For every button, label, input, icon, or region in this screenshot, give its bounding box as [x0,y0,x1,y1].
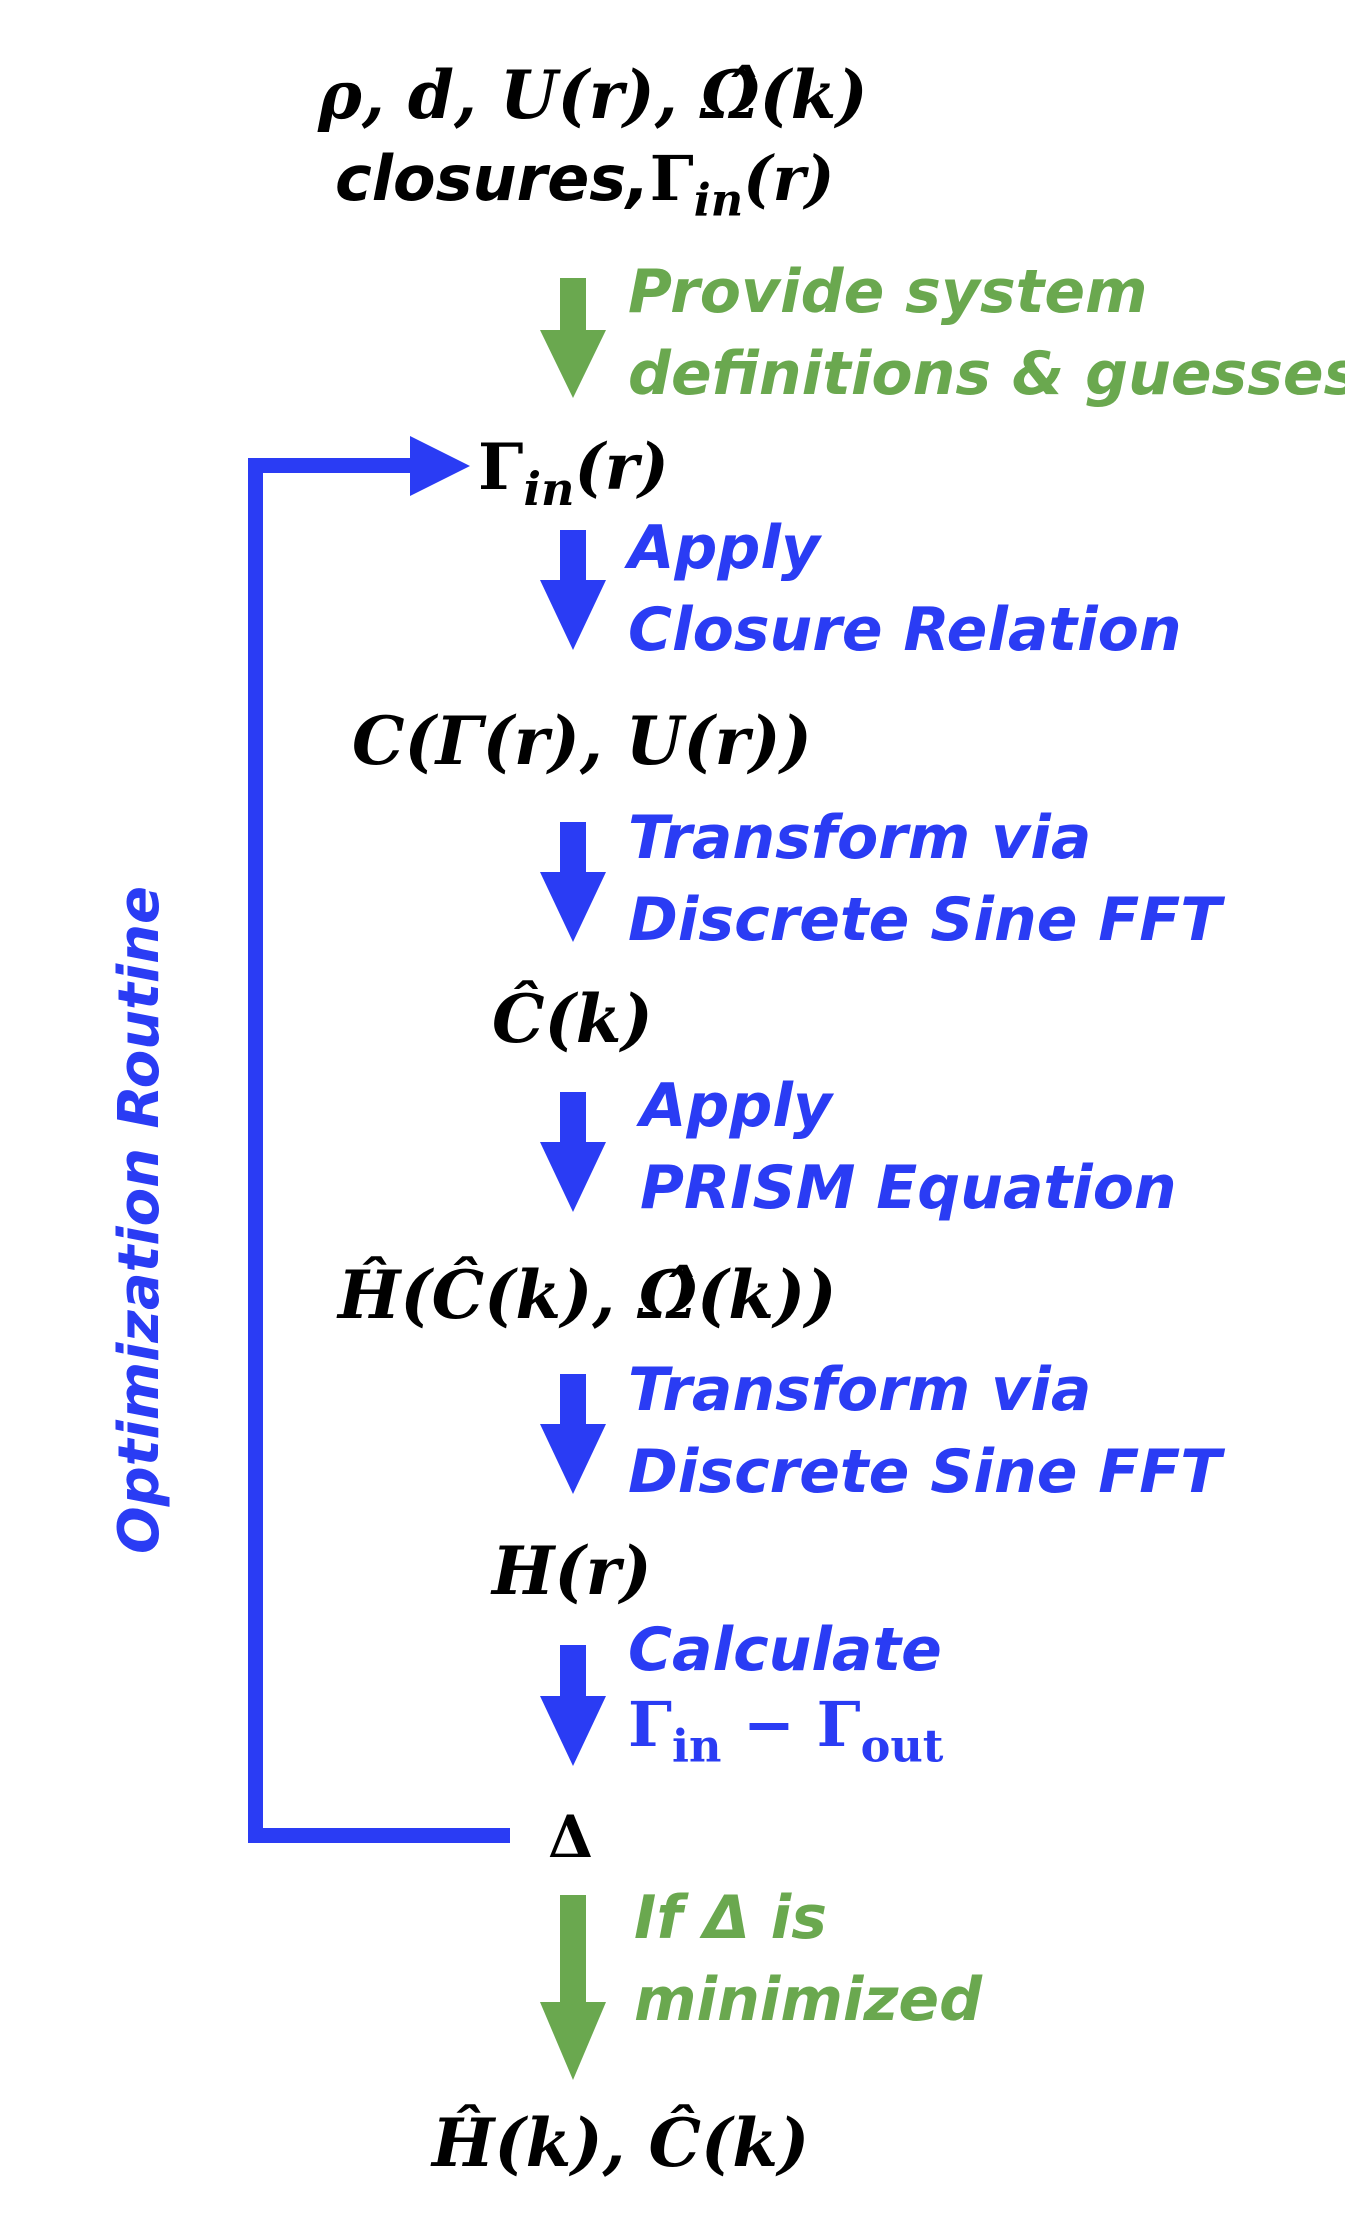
arrow-blue-2 [540,530,606,650]
step-6-gamma-out-sub: out [860,1719,944,1773]
c-hat-k-node: Ĉ(k) [492,980,653,1058]
gamma-in-arg: (r) [574,430,669,505]
optimization-loop-bracket [248,436,510,1843]
arrow-blue-4 [540,1092,606,1212]
step-3-line-2: Discrete Sine FFT [628,885,1222,955]
arrow-blue-5 [540,1374,606,1494]
arrow-green-1 [540,278,606,398]
arrow-green-7 [540,1895,606,2080]
inputs-line-2: closures,Γin(r) [335,148,835,223]
step-5-label: Transform via Discrete Sine FFT [628,1360,1221,1502]
inputs-gamma-arg: (r) [743,142,835,215]
step-3-label: Transform via Discrete Sine FFT [628,808,1221,950]
delta-node: Δ [548,1803,594,1871]
h-r-node: H(r) [492,1532,652,1610]
step-3-line-1: Transform via [628,803,1092,873]
step-1-line-1: Provide system [628,257,1148,327]
arrow-blue-6 [540,1645,606,1766]
step-6-minus: − [721,1688,817,1761]
step-6-gamma-out: Γ [816,1688,861,1761]
step-6-line-1: Calculate [628,1615,942,1685]
step-7-line-2: minimized [634,1965,983,2035]
step-6-gamma-in: Γ [628,1688,673,1761]
step-5-line-1: Transform via [628,1355,1092,1425]
step-4-line-2: PRISM Equation [640,1153,1177,1223]
step-4-line-1: Apply [640,1071,833,1141]
optimization-routine-label: Optimization Routine [107,886,172,1554]
inputs-gamma-sub: in [693,173,744,227]
step-6-line-2: Γin − Γout [628,1694,943,1769]
h-hat-node: Ĥ(Ĉ(k), Ω̂(k)) [338,1256,837,1334]
step-2-line-2: Closure Relation [628,595,1182,665]
step-1-label: Provide system definitions & guesses [628,262,1345,404]
step-7-label: If Δ is minimized [634,1888,982,2030]
inputs-gamma: Γ [649,142,694,215]
gamma-in-sub: in [523,462,575,517]
gamma-in-symbol: Γ [478,430,524,505]
step-6-label: Calculate Γin − Γout [628,1620,943,1769]
outputs-node: Ĥ(k), Ĉ(k) [432,2104,810,2182]
step-4-label: Apply PRISM Equation [640,1076,1177,1218]
step-2-label: Apply Closure Relation [628,518,1182,660]
step-2-line-1: Apply [628,513,821,583]
gamma-in-node: Γin(r) [478,436,669,513]
arrow-blue-3 [540,822,606,942]
step-5-line-2: Discrete Sine FFT [628,1437,1222,1507]
step-1-line-2: definitions & guesses [628,339,1345,409]
inputs-line-1: ρ, d, U(r), Ω̂(k) [318,56,868,134]
step-7-line-1: If Δ is [634,1883,827,1953]
closure-c-node: C(Γ(r), U(r)) [352,702,812,780]
step-6-gamma-in-sub: in [672,1719,722,1773]
inputs-closures-word: closures, [335,142,650,215]
